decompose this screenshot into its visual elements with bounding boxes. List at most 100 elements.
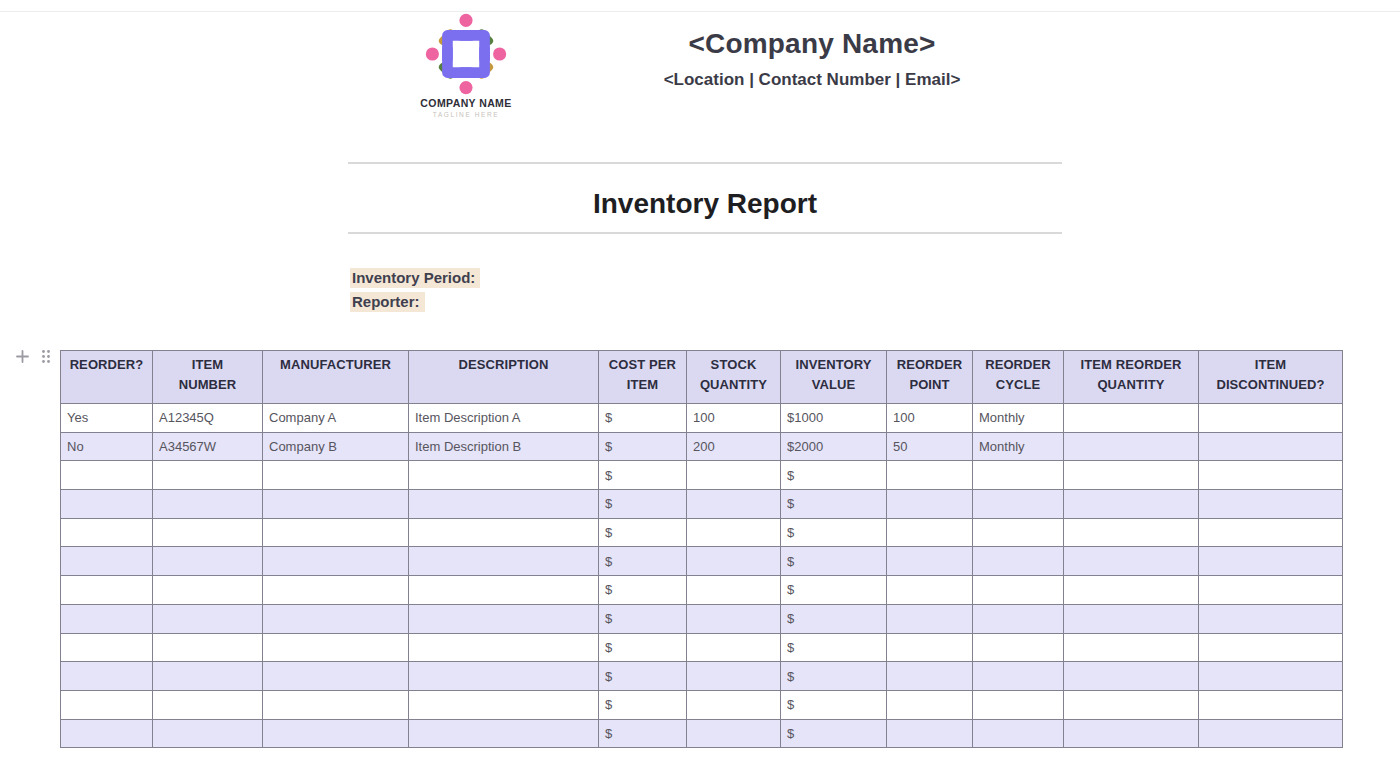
cell-cost-per-item[interactable]: $ xyxy=(599,547,687,576)
cell-item-reorder-quantity[interactable] xyxy=(1064,719,1199,748)
cell-inventory-value[interactable]: $ xyxy=(781,518,887,547)
cell-stock-quantity[interactable] xyxy=(687,604,781,633)
cell-item-discontinued[interactable] xyxy=(1199,576,1343,605)
cell-reorder-cycle[interactable] xyxy=(973,690,1064,719)
column-header-reorder-point[interactable]: REORDER POINT xyxy=(887,351,973,404)
cell-item-discontinued[interactable] xyxy=(1199,633,1343,662)
column-header-item-number[interactable]: ITEM NUMBER xyxy=(153,351,263,404)
cell-item-discontinued[interactable] xyxy=(1199,719,1343,748)
cell-stock-quantity[interactable]: 100 xyxy=(687,404,781,433)
cell-reorder-point[interactable] xyxy=(887,547,973,576)
cell-stock-quantity[interactable] xyxy=(687,518,781,547)
cell-inventory-value[interactable]: $ xyxy=(781,662,887,691)
cell-stock-quantity[interactable] xyxy=(687,461,781,490)
cell-item-number[interactable] xyxy=(153,518,263,547)
cell-reorder[interactable] xyxy=(61,461,153,490)
cell-reorder[interactable] xyxy=(61,490,153,519)
cell-inventory-value[interactable]: $ xyxy=(781,490,887,519)
cell-item-number[interactable] xyxy=(153,547,263,576)
cell-manufacturer[interactable] xyxy=(263,662,409,691)
cell-description[interactable] xyxy=(409,518,599,547)
cell-item-number[interactable] xyxy=(153,690,263,719)
cell-inventory-value[interactable]: $ xyxy=(781,719,887,748)
cell-reorder[interactable] xyxy=(61,633,153,662)
cell-description[interactable] xyxy=(409,461,599,490)
cell-item-number[interactable] xyxy=(153,633,263,662)
cell-stock-quantity[interactable] xyxy=(687,547,781,576)
cell-manufacturer[interactable] xyxy=(263,690,409,719)
cell-cost-per-item[interactable]: $ xyxy=(599,633,687,662)
cell-item-reorder-quantity[interactable] xyxy=(1064,518,1199,547)
cell-reorder-cycle[interactable] xyxy=(973,633,1064,662)
cell-reorder[interactable]: No xyxy=(61,432,153,461)
cell-cost-per-item[interactable]: $ xyxy=(599,404,687,433)
cell-item-number[interactable] xyxy=(153,576,263,605)
cell-reorder[interactable] xyxy=(61,662,153,691)
cell-reorder-point[interactable] xyxy=(887,633,973,662)
cell-reorder-point[interactable] xyxy=(887,604,973,633)
cell-item-discontinued[interactable] xyxy=(1199,690,1343,719)
cell-reorder[interactable] xyxy=(61,547,153,576)
cell-item-discontinued[interactable] xyxy=(1199,547,1343,576)
cell-inventory-value[interactable]: $ xyxy=(781,633,887,662)
cell-description[interactable] xyxy=(409,719,599,748)
cell-inventory-value[interactable]: $2000 xyxy=(781,432,887,461)
cell-cost-per-item[interactable]: $ xyxy=(599,490,687,519)
cell-manufacturer[interactable]: Company B xyxy=(263,432,409,461)
cell-item-discontinued[interactable] xyxy=(1199,461,1343,490)
cell-reorder[interactable] xyxy=(61,604,153,633)
cell-item-number[interactable] xyxy=(153,604,263,633)
cell-reorder-cycle[interactable] xyxy=(973,719,1064,748)
column-header-stock-quantity[interactable]: STOCK QUANTITY xyxy=(687,351,781,404)
cell-inventory-value[interactable]: $ xyxy=(781,690,887,719)
cell-cost-per-item[interactable]: $ xyxy=(599,432,687,461)
cell-cost-per-item[interactable]: $ xyxy=(599,576,687,605)
cell-stock-quantity[interactable] xyxy=(687,690,781,719)
cell-cost-per-item[interactable]: $ xyxy=(599,604,687,633)
column-header-description[interactable]: DESCRIPTION xyxy=(409,351,599,404)
cell-manufacturer[interactable] xyxy=(263,633,409,662)
cell-item-number[interactable] xyxy=(153,719,263,748)
cell-reorder-cycle[interactable] xyxy=(973,461,1064,490)
cell-item-reorder-quantity[interactable] xyxy=(1064,604,1199,633)
cell-reorder-cycle[interactable] xyxy=(973,518,1064,547)
cell-stock-quantity[interactable]: 200 xyxy=(687,432,781,461)
cell-manufacturer[interactable]: Company A xyxy=(263,404,409,433)
cell-reorder-cycle[interactable] xyxy=(973,662,1064,691)
cell-reorder-point[interactable]: 100 xyxy=(887,404,973,433)
cell-item-reorder-quantity[interactable] xyxy=(1064,432,1199,461)
cell-description[interactable] xyxy=(409,690,599,719)
column-header-inventory-value[interactable]: INVENTORY VALUE xyxy=(781,351,887,404)
column-header-reorder[interactable]: REORDER? xyxy=(61,351,153,404)
drag-handle-icon[interactable] xyxy=(41,349,51,364)
cell-item-number[interactable]: A34567W xyxy=(153,432,263,461)
cell-description[interactable] xyxy=(409,490,599,519)
cell-item-number[interactable] xyxy=(153,461,263,490)
cell-description[interactable]: Item Description B xyxy=(409,432,599,461)
cell-item-number[interactable] xyxy=(153,490,263,519)
cell-reorder-point[interactable] xyxy=(887,576,973,605)
cell-manufacturer[interactable] xyxy=(263,604,409,633)
cell-description[interactable] xyxy=(409,633,599,662)
cell-stock-quantity[interactable] xyxy=(687,633,781,662)
cell-item-reorder-quantity[interactable] xyxy=(1064,547,1199,576)
cell-item-discontinued[interactable] xyxy=(1199,404,1343,433)
cell-item-discontinued[interactable] xyxy=(1199,662,1343,691)
cell-cost-per-item[interactable]: $ xyxy=(599,518,687,547)
cell-reorder-point[interactable]: 50 xyxy=(887,432,973,461)
column-header-cost-per-item[interactable]: COST PER ITEM xyxy=(599,351,687,404)
cell-item-discontinued[interactable] xyxy=(1199,490,1343,519)
cell-manufacturer[interactable] xyxy=(263,719,409,748)
cell-item-reorder-quantity[interactable] xyxy=(1064,490,1199,519)
cell-inventory-value[interactable]: $ xyxy=(781,576,887,605)
column-header-item-discontinued[interactable]: ITEM DISCONTINUED? xyxy=(1199,351,1343,404)
cell-reorder[interactable] xyxy=(61,719,153,748)
cell-description[interactable] xyxy=(409,662,599,691)
cell-cost-per-item[interactable]: $ xyxy=(599,719,687,748)
cell-reorder-cycle[interactable] xyxy=(973,604,1064,633)
cell-cost-per-item[interactable]: $ xyxy=(599,461,687,490)
cell-description[interactable] xyxy=(409,604,599,633)
column-header-manufacturer[interactable]: MANUFACTURER xyxy=(263,351,409,404)
cell-inventory-value[interactable]: $ xyxy=(781,461,887,490)
cell-reorder-cycle[interactable]: Monthly xyxy=(973,404,1064,433)
